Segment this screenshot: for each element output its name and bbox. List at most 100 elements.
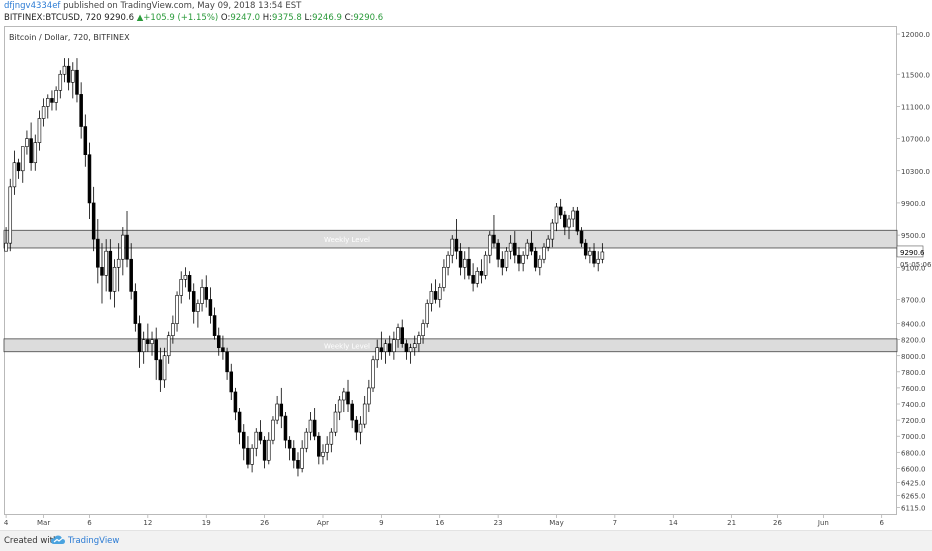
candle-body-53 bbox=[225, 351, 229, 373]
candle-body-133 bbox=[558, 206, 563, 216]
time-tick-label-8: 16 bbox=[435, 519, 444, 527]
candle-body-56 bbox=[237, 411, 242, 433]
candle-body-111 bbox=[467, 258, 471, 276]
candle-body-16 bbox=[71, 69, 75, 83]
up-arrow-icon: ▲ bbox=[136, 13, 144, 23]
price-tick-label-4: 10300.0 bbox=[901, 168, 930, 176]
candle-body-119 bbox=[500, 258, 505, 268]
candle-body-109 bbox=[458, 250, 463, 268]
low-value: 9246.9 bbox=[312, 13, 342, 23]
candle-body-125 bbox=[525, 242, 530, 256]
candle-body-58 bbox=[246, 447, 250, 465]
candle-body-5 bbox=[25, 138, 29, 147]
candle-body-81 bbox=[342, 391, 346, 401]
time-tick-label-15: Jun bbox=[817, 519, 829, 527]
time-tick-label-10: May bbox=[549, 519, 563, 527]
candle-body-134 bbox=[563, 214, 567, 228]
candle-body-79 bbox=[333, 411, 338, 433]
price-tick-label-1: 11500.0 bbox=[901, 71, 930, 79]
candle-body-76 bbox=[321, 451, 325, 457]
candle-body-3 bbox=[16, 162, 21, 172]
candle-body-52 bbox=[221, 347, 225, 353]
candle-body-129 bbox=[542, 246, 546, 260]
candle-body-47 bbox=[200, 287, 204, 304]
candle-body-72 bbox=[304, 431, 309, 449]
price-tick-label-3: 10700.0 bbox=[901, 136, 930, 144]
candle-body-120 bbox=[504, 250, 509, 268]
candle-body-113 bbox=[475, 271, 480, 284]
candlestick-chart[interactable]: Bitcoin / Dollar, 720, BITFINEX Weekly L… bbox=[0, 0, 932, 530]
price-tick-label-0: 12000.0 bbox=[901, 31, 930, 39]
candle-body-142 bbox=[596, 258, 600, 264]
candle-body-88 bbox=[371, 359, 375, 389]
author-link[interactable]: dfjngv4334ef bbox=[4, 1, 61, 11]
candle-body-34 bbox=[146, 339, 150, 344]
candle-body-0 bbox=[4, 242, 8, 252]
candle-body-131 bbox=[550, 222, 555, 240]
price-tick-label-21: 6115.0 bbox=[901, 504, 926, 512]
last-price: 9290.6 bbox=[104, 13, 135, 23]
publish-info: dfjngv4334ef published on TradingView.co… bbox=[4, 1, 301, 11]
candle-body-10 bbox=[46, 98, 50, 107]
candle-body-78 bbox=[329, 431, 334, 445]
candle-body-60 bbox=[254, 431, 259, 449]
price-change-value: +105.9 (+1.15%) bbox=[143, 13, 219, 23]
price-tick-label-16: 7000.0 bbox=[901, 433, 926, 441]
candle-body-32 bbox=[137, 323, 142, 353]
candle-body-41 bbox=[175, 295, 179, 324]
candle-body-83 bbox=[350, 403, 354, 421]
candle-body-23 bbox=[100, 266, 104, 276]
candle-body-139 bbox=[583, 242, 588, 256]
price-tick-label-9: 8400.0 bbox=[901, 321, 926, 329]
price-tick-label-5: 9900.0 bbox=[901, 200, 926, 208]
candle-body-91 bbox=[383, 343, 388, 353]
price-tick-label-6: 9500.0 bbox=[901, 232, 926, 240]
candle-body-137 bbox=[575, 210, 580, 232]
time-tick-label-1: Mar bbox=[37, 519, 50, 527]
candle-body-95 bbox=[400, 327, 404, 344]
candle-body-1 bbox=[8, 186, 13, 244]
time-tick-label-12: 14 bbox=[669, 519, 678, 527]
candle-body-37 bbox=[158, 359, 163, 381]
candle-body-93 bbox=[392, 339, 396, 353]
candle-body-69 bbox=[292, 447, 296, 461]
time-tick-label-0: 4 bbox=[4, 519, 9, 527]
chart-frame[interactable] bbox=[4, 26, 897, 515]
price-tick-label-8: 8700.0 bbox=[901, 296, 926, 304]
price-axis: 12000.0 11500.0 11100.0 10700.0 10300.0 9900.… bbox=[897, 31, 930, 512]
candle-body-84 bbox=[354, 419, 359, 433]
candle-body-67 bbox=[283, 415, 288, 441]
price-markers: 9290.6 05:05:06 bbox=[896, 245, 932, 269]
price-tick-label-19: 6425.0 bbox=[901, 479, 926, 487]
candle-body-135 bbox=[567, 218, 571, 228]
candle-body-19 bbox=[83, 126, 88, 155]
candle-body-82 bbox=[346, 391, 350, 405]
candle-body-89 bbox=[375, 347, 379, 361]
time-tick-label-9: 23 bbox=[494, 519, 503, 527]
time-tick-label-13: 21 bbox=[727, 519, 736, 527]
candle-body-13 bbox=[58, 73, 63, 91]
candle-body-136 bbox=[571, 210, 575, 220]
price-tick-label-20: 6265.0 bbox=[901, 492, 926, 500]
time-tick-label-6: Apr bbox=[317, 519, 329, 527]
price-tick-label-2: 11100.0 bbox=[901, 103, 930, 111]
candle-body-62 bbox=[262, 439, 267, 461]
candle-body-55 bbox=[233, 391, 238, 413]
candle-body-97 bbox=[408, 347, 413, 353]
candle-body-98 bbox=[412, 343, 417, 349]
candle-body-45 bbox=[191, 291, 196, 312]
candle-body-123 bbox=[517, 254, 521, 264]
price-change: ▲+105.9 (+1.15%) bbox=[137, 13, 218, 23]
price-tick-label-14: 7400.0 bbox=[901, 401, 926, 409]
tradingview-link[interactable]: TradingView bbox=[68, 536, 120, 546]
price-tick-label-12: 7800.0 bbox=[901, 369, 926, 377]
candle-body-115 bbox=[483, 254, 488, 276]
candle-body-121 bbox=[508, 242, 513, 252]
candle-body-21 bbox=[91, 202, 96, 240]
candle-body-57 bbox=[242, 431, 246, 449]
candle-body-28 bbox=[121, 234, 125, 260]
candle-body-116 bbox=[488, 234, 492, 256]
open-value: 9247.0 bbox=[230, 13, 261, 23]
candle-body-49 bbox=[208, 299, 213, 316]
candle-body-6 bbox=[29, 138, 33, 164]
